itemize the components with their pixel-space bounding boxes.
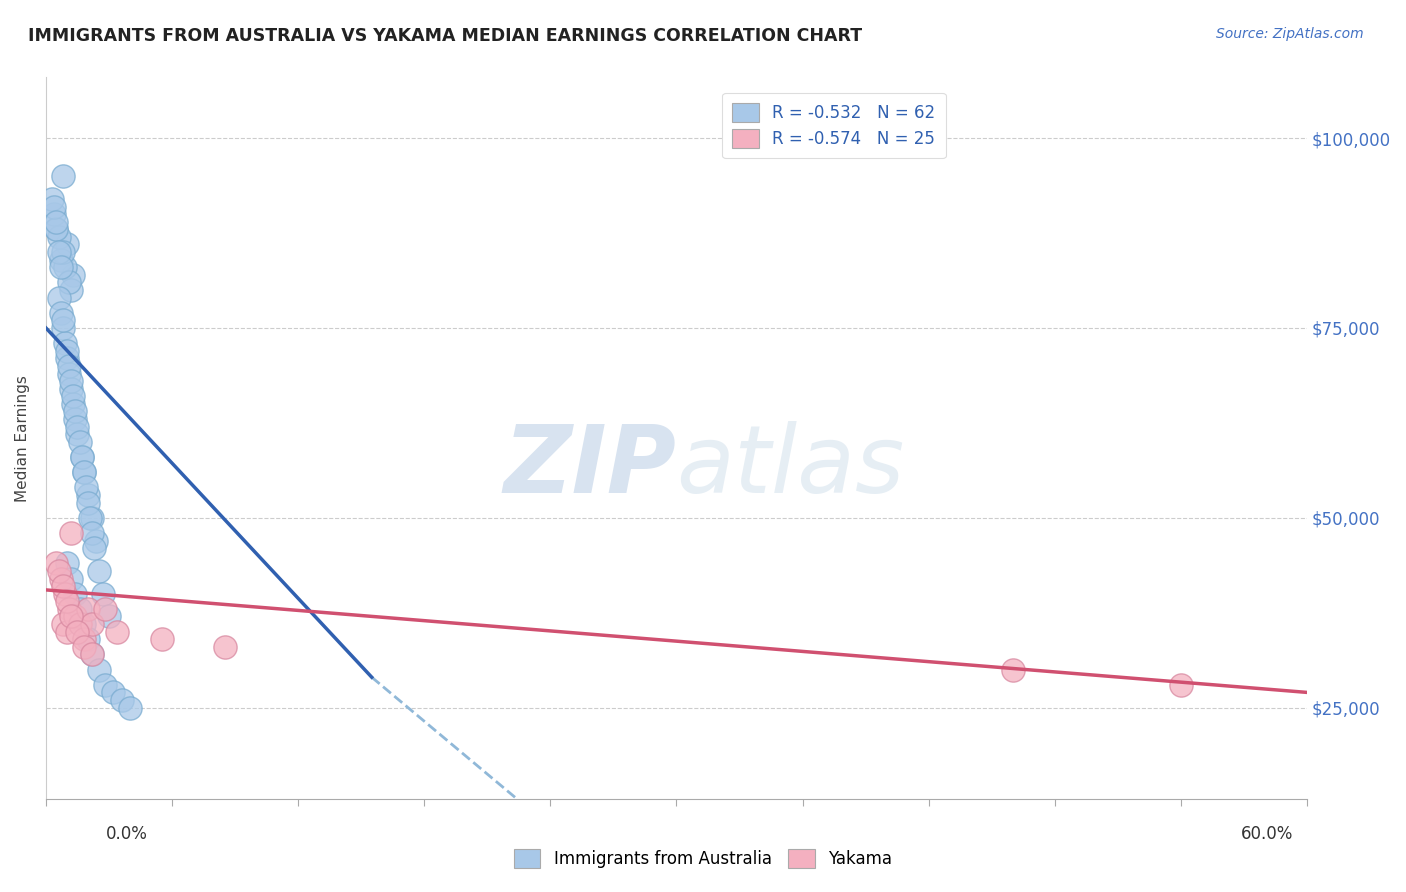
Point (82, 525, 104, 540)
Point (52, 321, 75, 335)
Text: IMMIGRANTS FROM AUSTRALIA VS YAKAMA MEDIAN EARNINGS CORRELATION CHART: IMMIGRANTS FROM AUSTRALIA VS YAKAMA MEDI… (28, 27, 862, 45)
Point (70, 450, 93, 464)
Legend: Immigrants from Australia, Yakama: Immigrants from Australia, Yakama (508, 842, 898, 875)
Point (65, 587, 87, 601)
Point (66, 624, 89, 639)
Point (49, 572, 72, 586)
Point (48, 291, 70, 305)
Point (41, 192, 63, 206)
Point (52, 245, 75, 260)
Point (118, 700, 141, 714)
Point (60, 283, 83, 297)
Point (98, 609, 121, 624)
Point (73, 640, 96, 654)
Point (52, 617, 75, 632)
Point (56, 237, 79, 252)
Point (58, 276, 80, 290)
Point (62, 397, 84, 411)
Point (77, 602, 100, 616)
Point (66, 427, 89, 442)
Text: 0.0%: 0.0% (105, 825, 148, 843)
Point (82, 510, 104, 524)
Point (44, 207, 66, 221)
Point (56, 557, 79, 571)
Point (73, 632, 96, 647)
Point (69, 617, 91, 632)
Point (1001, 663, 1024, 677)
Point (60, 609, 83, 624)
Point (58, 602, 80, 616)
Point (48, 564, 70, 578)
Point (65, 609, 87, 624)
Point (111, 693, 134, 707)
Point (214, 640, 236, 654)
Point (52, 313, 75, 327)
Point (60, 525, 83, 540)
Point (45, 215, 67, 229)
Point (49, 252, 72, 267)
Point (62, 389, 84, 403)
Point (86, 533, 108, 548)
Point (83, 541, 105, 556)
Point (73, 617, 96, 632)
Point (65, 412, 87, 426)
Point (75, 480, 97, 494)
Text: ZIP: ZIP (503, 421, 676, 513)
Point (52, 579, 75, 593)
Point (69, 434, 91, 449)
Text: atlas: atlas (676, 421, 904, 512)
Text: 60.0%: 60.0% (1241, 825, 1294, 843)
Point (56, 343, 79, 358)
Point (107, 624, 129, 639)
Point (87, 564, 110, 578)
Point (103, 685, 125, 699)
Point (49, 260, 72, 275)
Point (87, 663, 110, 677)
Point (53, 336, 76, 351)
Point (77, 495, 100, 509)
Point (48, 230, 70, 244)
Point (56, 594, 79, 608)
Point (60, 382, 83, 396)
Point (45, 222, 67, 236)
Point (60, 374, 83, 388)
Point (91, 587, 114, 601)
Point (45, 557, 67, 571)
Point (69, 602, 91, 616)
Point (58, 359, 80, 373)
Point (62, 268, 84, 282)
Point (150, 632, 173, 647)
Point (82, 648, 104, 662)
Point (70, 450, 93, 464)
Point (82, 617, 104, 632)
Point (49, 306, 72, 320)
Point (52, 169, 75, 183)
Point (82, 648, 104, 662)
Point (77, 632, 100, 647)
Point (45, 222, 67, 236)
Point (58, 367, 80, 381)
Point (79, 510, 101, 524)
Point (53, 260, 76, 275)
Point (77, 488, 100, 502)
Y-axis label: Median Earnings: Median Earnings (15, 375, 30, 501)
Point (56, 624, 79, 639)
Point (94, 678, 117, 692)
Legend: R = -0.532   N = 62, R = -0.574   N = 25: R = -0.532 N = 62, R = -0.574 N = 25 (723, 93, 946, 158)
Point (53, 587, 76, 601)
Point (66, 419, 89, 434)
Point (44, 200, 66, 214)
Point (94, 602, 117, 616)
Point (48, 245, 70, 260)
Point (60, 572, 83, 586)
Text: Source: ZipAtlas.com: Source: ZipAtlas.com (1216, 27, 1364, 41)
Point (65, 404, 87, 418)
Point (73, 465, 96, 479)
Point (1170, 678, 1192, 692)
Point (56, 351, 79, 366)
Point (73, 465, 96, 479)
